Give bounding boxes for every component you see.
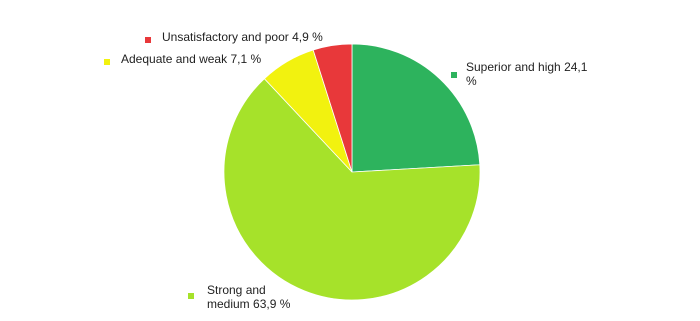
value-label: 7,1 % xyxy=(230,52,262,66)
value-label: 4,9 % xyxy=(292,30,323,44)
legend-marker xyxy=(188,293,194,299)
pie-slice xyxy=(312,43,353,173)
category-label: Superior and high xyxy=(466,60,561,74)
category-label: Strong and medium xyxy=(207,283,266,311)
slice-label: Adequate and weak 7,1 % xyxy=(121,52,321,66)
pie-slice xyxy=(351,43,481,173)
legend-marker xyxy=(145,37,151,43)
slice-label: Strong and medium 63,9 % xyxy=(207,283,307,311)
category-label: Adequate and weak xyxy=(121,52,228,66)
pie-slice xyxy=(223,78,481,301)
legend-marker xyxy=(451,72,457,78)
legend-marker xyxy=(104,59,110,65)
category-label: Unsatisfactory and poor xyxy=(162,30,289,44)
value-label: 24,1 % xyxy=(466,60,588,88)
slice-label: Unsatisfactory and poor 4,9 % xyxy=(162,30,382,44)
slice-label: Superior and high 24,1 % xyxy=(466,60,596,88)
value-label: 63,9 % xyxy=(253,297,291,311)
